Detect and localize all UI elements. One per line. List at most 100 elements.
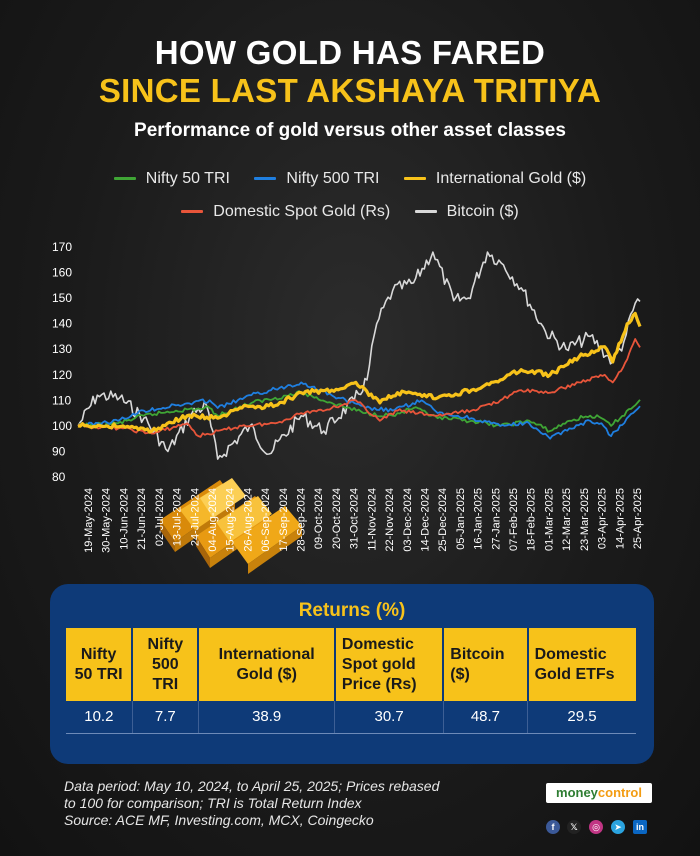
x-tick-label: 14-Apr-2025 [614, 488, 626, 549]
legend-swatch-intl-gold [403, 177, 426, 180]
returns-value-row: 10.2 7.7 38.9 30.7 48.7 29.5 [66, 701, 636, 734]
x-tick-label: 16-Jan-2025 [473, 488, 485, 550]
x-tick-label: 01-Mar-2025 [543, 488, 555, 551]
legend-item-domestic-gold: Domestic Spot Gold (Rs) [181, 203, 390, 221]
legend-row-1: Nifty 50 TRI Nifty 500 TRI International… [0, 167, 700, 188]
x-tick-label: 28-Sep-2024 [296, 488, 308, 552]
x-tick-label: 25-Apr-2025 [632, 488, 644, 549]
y-tick-label: 80 [52, 470, 66, 484]
returns-header-row: Nifty 50 TRI Nifty 500 TRI International… [66, 628, 636, 701]
x-tick-label: 26-Aug-2024 [242, 488, 254, 552]
legend-label-domestic-gold: Domestic Spot Gold (Rs) [213, 202, 391, 220]
footnote-source: Source: ACE MF, Investing.com, MCX, Coin… [64, 812, 374, 828]
y-tick-label: 120 [52, 368, 72, 382]
returns-header-gold-etfs: Domestic Gold ETFs [527, 628, 636, 701]
x-tick-label: 03-Dec-2024 [402, 488, 414, 552]
x-tick-label: 06-Sep-2024 [260, 488, 272, 552]
x-tick-label: 31-Oct-2024 [349, 488, 361, 549]
y-tick-label: 90 [52, 444, 66, 458]
x-tick-label: 05-Jan-2025 [455, 488, 467, 550]
y-tick-label: 110 [52, 393, 71, 407]
returns-header-domestic-gold: Domestic Spot gold Price (Rs) [334, 628, 445, 701]
returns-header-nifty50: Nifty 50 TRI [66, 628, 134, 701]
x-tick-label: 23-Mar-2025 [579, 488, 591, 551]
returns-value-nifty50: 10.2 [66, 701, 133, 734]
y-tick-label: 160 [52, 266, 72, 280]
x-tick-label: 21-Jun-2024 [136, 488, 148, 550]
x-tick-label: 25-Dec-2024 [437, 488, 449, 552]
title-line-1: HOW GOLD HAS FARED [154, 34, 546, 71]
x-tick-label: 10-Jun-2024 [118, 488, 130, 550]
series-line-nifty-50-tri [77, 390, 641, 433]
x-tick-label: 22-Nov-2024 [384, 488, 396, 552]
x-axis: 19-May-2024 30-May-2024 10-Jun-2024 21-Jun-… [83, 488, 644, 553]
legend-swatch-nifty50 [113, 177, 136, 180]
x-tick-label: 19-May-2024 [83, 488, 95, 553]
series-layer [77, 251, 642, 460]
y-tick-label: 170 [52, 240, 72, 254]
legend-item-bitcoin: Bitcoin ($) [414, 202, 519, 221]
returns-header-bitcoin: Bitcoin ($) [443, 628, 529, 701]
y-tick-label: 100 [52, 419, 72, 433]
x-tick-label: 24-Jul-2024 [189, 488, 201, 546]
x-tick-label: 13-Jul-2024 [172, 488, 184, 546]
x-tick-label: 15-Aug-2024 [225, 488, 237, 552]
gold-bars-icon [160, 478, 302, 574]
x-tick-label: 20-Oct-2024 [331, 488, 343, 549]
series-line-international-gold [77, 311, 642, 434]
legend-label-intl-gold: International Gold ($) [435, 169, 587, 187]
legend-swatch-domestic-gold [181, 210, 204, 213]
series-line-nifty-500-tri [77, 381, 641, 440]
x-icon[interactable]: 𝕏 [567, 820, 581, 834]
y-axis: 80 90 100 110 120 130 140 150 160 170 [52, 240, 72, 484]
returns-value-nifty500: 7.7 [132, 701, 199, 734]
returns-value-bitcoin: 48.7 [443, 701, 529, 734]
series-line-domestic-spot-gold-rs [77, 338, 641, 438]
moneycontrol-logo: moneycontrol [546, 783, 652, 803]
returns-header-nifty500: Nifty 500 TRI [132, 628, 200, 701]
legend-swatch-bitcoin [414, 210, 437, 213]
instagram-icon[interactable]: ◎ [589, 820, 603, 834]
x-tick-label: 07-Feb-2025 [508, 488, 520, 551]
line-chart: 80 90 100 110 120 130 140 150 160 170 19-May-2024… [52, 240, 644, 574]
footnote-line-2: to 100 for comparison; TRI is Total Retu… [64, 795, 362, 811]
returns-value-intl-gold: 38.9 [198, 701, 336, 734]
y-tick-label: 130 [52, 342, 72, 356]
brand-part-1: money [556, 785, 598, 800]
returns-table: Nifty 50 TRI Nifty 500 TRI International… [66, 628, 636, 734]
returns-value-gold-etfs: 29.5 [527, 701, 636, 734]
y-tick-label: 150 [52, 291, 72, 305]
footnote-line-1: Data period: May 10, 2024, to April 25, … [64, 778, 440, 794]
footnote: Data period: May 10, 2024, to April 25, … [64, 778, 534, 829]
x-tick-label: 04-Aug-2024 [207, 488, 219, 552]
x-tick-label: 30-May-2024 [101, 488, 113, 553]
returns-panel: Returns (%) Nifty 50 TRI Nifty 500 TRI I… [50, 584, 654, 764]
legend-item-nifty50: Nifty 50 TRI [113, 169, 230, 188]
legend-row-2: Domestic Spot Gold (Rs) Bitcoin ($) [0, 200, 700, 221]
legend-label-bitcoin: Bitcoin ($) [446, 202, 519, 220]
legend-label-nifty500: Nifty 500 TRI [286, 169, 380, 187]
returns-value-domestic-gold: 30.7 [334, 701, 444, 734]
brand-part-2: control [597, 785, 642, 800]
returns-title: Returns (%) [298, 600, 406, 621]
returns-header-intl-gold: International Gold ($) [198, 628, 336, 701]
series-line-bitcoin [77, 251, 641, 460]
legend-item-nifty500: Nifty 500 TRI [254, 170, 379, 188]
telegram-icon[interactable]: ➤ [611, 820, 625, 834]
legend-label-nifty50: Nifty 50 TRI [145, 169, 230, 187]
linkedin-icon[interactable]: in [633, 820, 647, 834]
x-tick-label: 27-Jan-2025 [490, 488, 502, 550]
x-tick-label: 17-Sep-2024 [278, 488, 290, 552]
x-tick-label: 09-Oct-2024 [313, 488, 325, 549]
facebook-icon[interactable]: f [546, 820, 560, 834]
x-tick-label: 12-Mar-2025 [561, 488, 573, 551]
x-tick-label: 18-Feb-2025 [526, 488, 538, 551]
x-tick-label: 03-Apr-2025 [597, 488, 609, 549]
x-tick-label: 14-Dec-2024 [419, 488, 431, 552]
chart-subtitle: Performance of gold versus other asset c… [134, 120, 566, 141]
title-line-2: SINCE LAST AKSHAYA TRITIYA [98, 72, 602, 109]
legend-item-intl-gold: International Gold ($) [403, 169, 587, 188]
y-tick-label: 140 [52, 317, 72, 331]
legend-swatch-nifty500 [254, 177, 277, 180]
x-tick-label: 02-Jul-2024 [154, 488, 166, 546]
